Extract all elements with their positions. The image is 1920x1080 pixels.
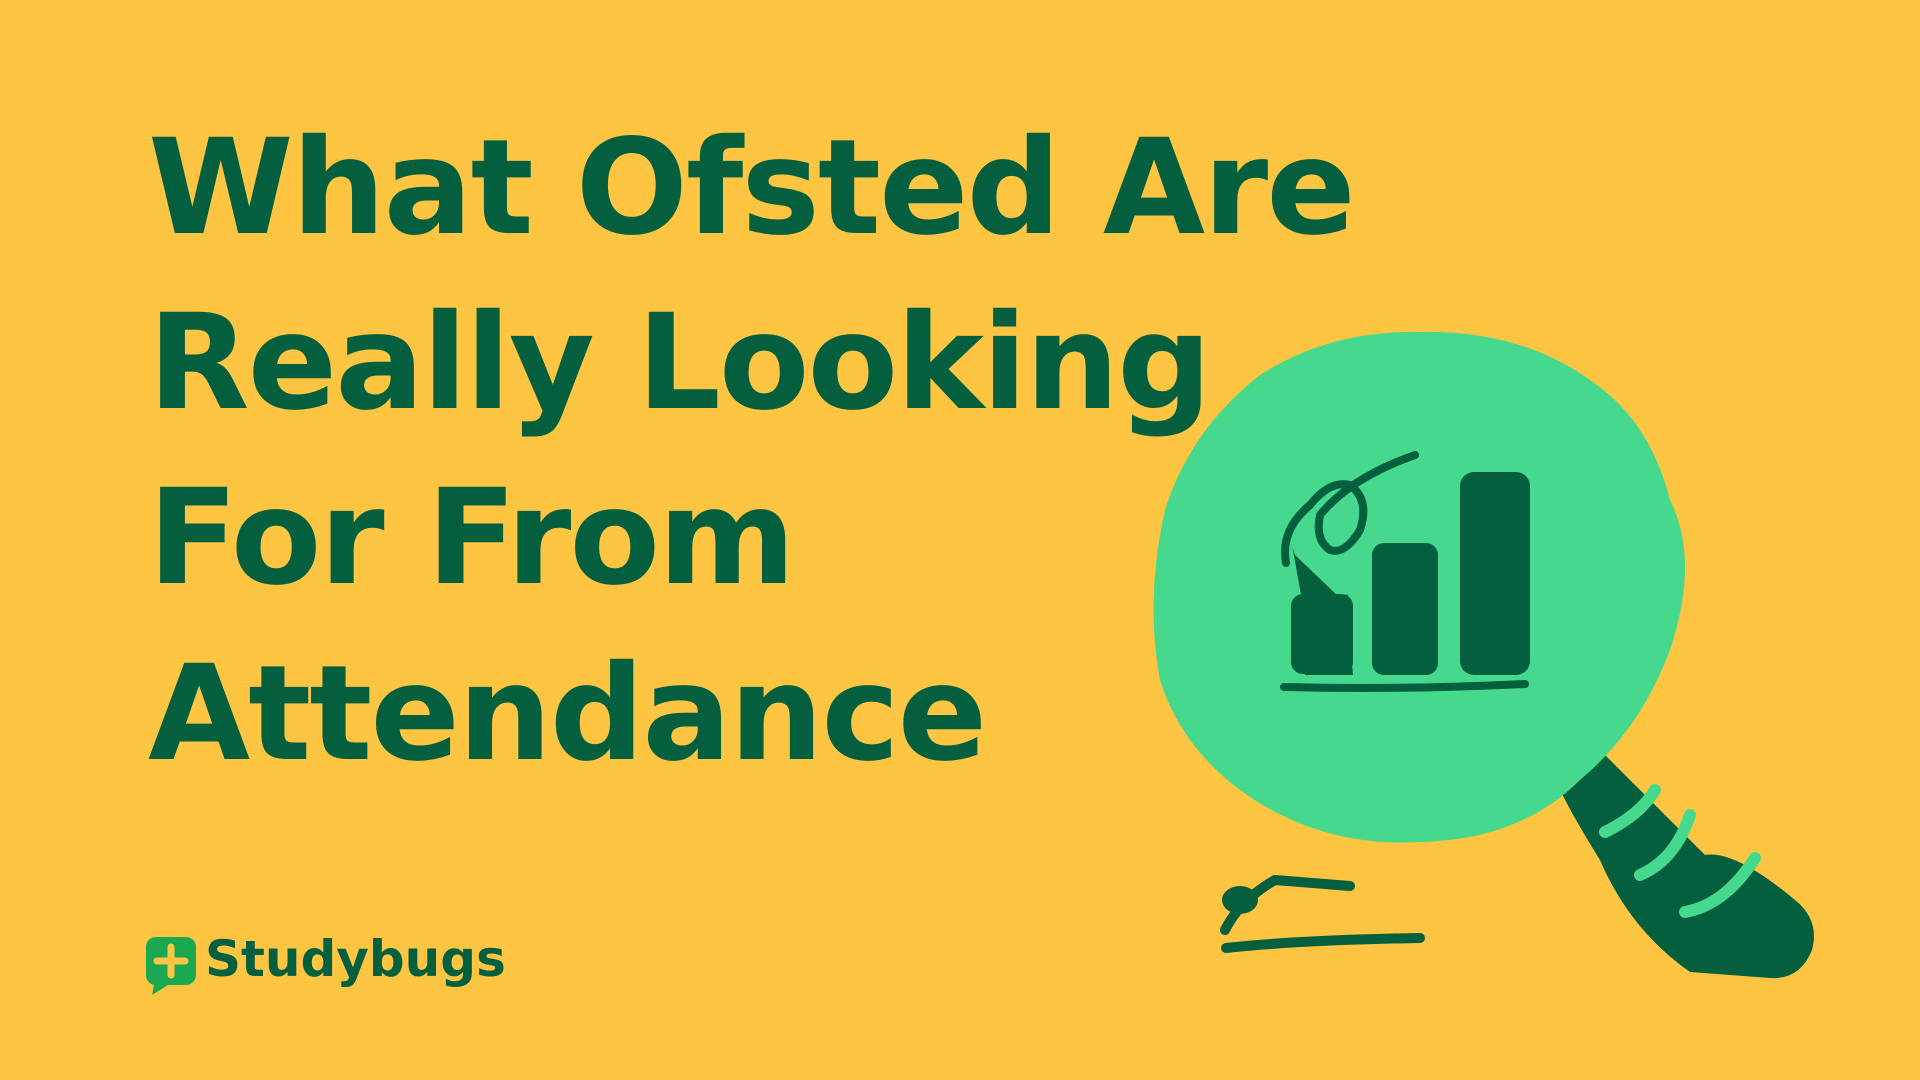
title-line: For From <box>148 461 794 615</box>
handle <box>1560 735 1814 979</box>
title-line: Attendance <box>148 637 985 791</box>
chart-bar <box>1372 543 1438 675</box>
ground-blob <box>1222 886 1258 914</box>
title-line: What Ofsted Are <box>148 111 1354 265</box>
handle-stripes <box>1599 784 1761 918</box>
logo: Studybugs <box>145 930 506 995</box>
title: What Ofsted Are Really Looking For From … <box>148 111 1356 791</box>
title-line: Really Looking <box>148 286 1210 440</box>
chart-baseline <box>1280 680 1529 692</box>
logo-text: Studybugs <box>205 930 506 988</box>
logo-plus <box>153 943 189 979</box>
chart-bar <box>1460 472 1530 675</box>
chart-bar <box>1291 594 1353 674</box>
magnifier-illustration <box>1153 331 1814 979</box>
chart-trend <box>1281 451 1419 567</box>
